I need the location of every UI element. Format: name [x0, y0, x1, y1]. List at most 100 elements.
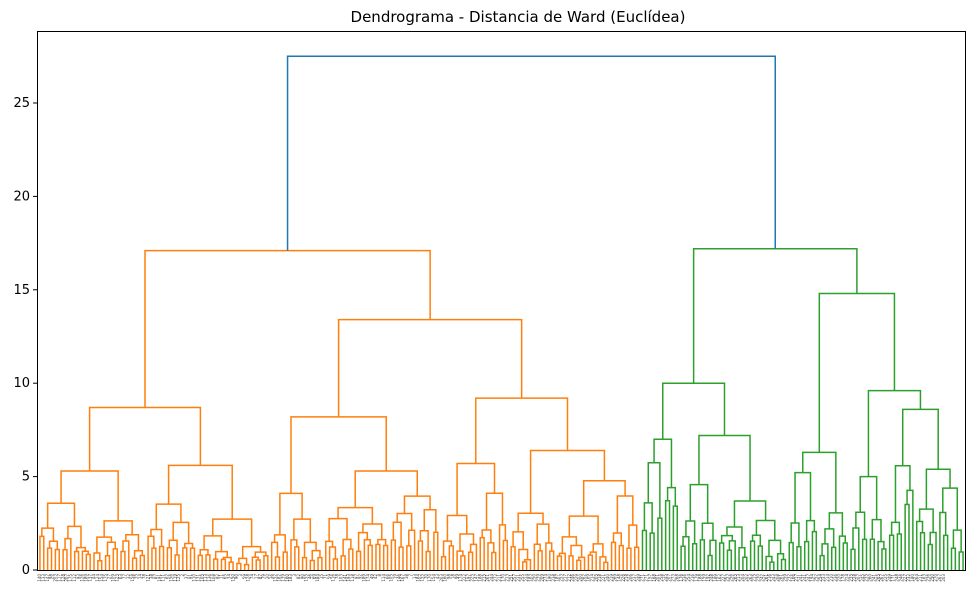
leaf-label: 128	[60, 574, 65, 582]
dendrogram-link	[952, 529, 962, 553]
leaf-label: 159	[701, 574, 706, 582]
dendrogram-link	[139, 554, 145, 570]
leaf-label: 160	[284, 574, 289, 582]
dendrogram-link	[469, 543, 478, 570]
dendrogram-link	[599, 556, 607, 570]
dendrogram-link	[521, 561, 528, 570]
leaf-label: 215	[481, 574, 486, 582]
dendrogram-link	[96, 536, 113, 553]
leaf-label: 187	[555, 574, 560, 582]
leaf-label: 126	[80, 574, 85, 582]
dendrogram-link	[802, 451, 837, 513]
dendrogram-link	[512, 531, 524, 550]
dendrogram-link	[485, 492, 504, 530]
leaf-label: 214	[589, 574, 594, 582]
dendrogram-link	[155, 503, 182, 530]
dendrogram-link	[419, 530, 429, 552]
dendrogram-link	[60, 470, 119, 521]
dendrogram-link	[811, 530, 818, 570]
leaf-label: 169	[586, 574, 591, 582]
dendrogram-link	[442, 540, 453, 557]
leaf-label: 241	[871, 574, 876, 582]
leaf-label: 260	[868, 574, 873, 582]
dendrogram-link	[328, 517, 348, 542]
dendrogram-link	[46, 502, 76, 529]
leaf-label: 272	[493, 574, 498, 582]
dendrogram-link	[220, 558, 227, 570]
leaf-label: 208	[775, 574, 780, 582]
dendrogram-link	[460, 555, 466, 570]
dendrogram-link	[649, 532, 655, 570]
leaf-label: 66	[385, 574, 390, 580]
dendrogram-link	[692, 247, 858, 384]
dendrogram-link	[726, 549, 733, 570]
dendrogram-link	[354, 470, 418, 508]
leaf-label: 244	[489, 574, 494, 582]
leaf-label: 49	[369, 574, 374, 580]
leaf-label: 236	[926, 574, 931, 582]
leaf-label: 255	[520, 574, 525, 582]
leaf-label: 175	[68, 574, 73, 582]
leaf-label: 197	[466, 574, 471, 582]
dendrogram-link	[942, 487, 959, 531]
leaf-label: 265	[875, 574, 880, 582]
y-tick-label: 20	[13, 189, 30, 204]
dendrogram-link	[88, 406, 202, 471]
leaf-label: 261	[763, 574, 768, 582]
leaf-label: 19	[392, 574, 397, 580]
leaf-label: 160	[443, 574, 448, 582]
leaf-label: 271	[644, 574, 649, 582]
dendrogram-link	[738, 547, 746, 570]
leaf-label: 261	[485, 574, 490, 582]
dendrogram-link	[293, 518, 312, 543]
dendrogram-link	[757, 545, 763, 570]
dendrogram-link	[290, 416, 387, 494]
leaf-label: 136	[207, 574, 212, 582]
dendrogram-link	[950, 547, 957, 570]
leaf-label: 191	[157, 574, 162, 582]
leaf-label: 113	[203, 574, 208, 582]
dendrogram-link	[794, 471, 812, 524]
dendrogram-link	[467, 551, 474, 570]
leaf-label: 225	[470, 574, 475, 582]
leaf-label: 243	[771, 574, 776, 582]
leaf-label: 87	[257, 574, 262, 580]
dendrogram-link	[558, 552, 566, 570]
dendrogram-link	[309, 559, 315, 570]
dendrogram-link	[790, 522, 800, 547]
leaf-label: 251	[508, 574, 513, 582]
dendrogram-link	[529, 449, 606, 514]
dendrogram-link	[67, 525, 82, 548]
leaf-label: 202	[744, 574, 749, 582]
leaf-label: 203	[941, 574, 946, 582]
leaf-label: 258	[659, 574, 664, 582]
leaf-label: 267	[879, 574, 884, 582]
leaf-label: 227	[721, 574, 726, 582]
dendrogram-link	[720, 534, 734, 543]
dendrogram-link	[406, 545, 412, 570]
leaf-label: 207	[667, 574, 672, 582]
leaf-label: 235	[864, 574, 869, 582]
dendrogram-link	[510, 545, 516, 570]
leaf-label: 221	[601, 574, 606, 582]
leaf-label: 183	[288, 574, 293, 582]
dendrogram-link	[861, 538, 868, 570]
dendrogram-link	[689, 483, 709, 524]
dendrogram-link	[906, 489, 914, 570]
dendrogram-link	[592, 543, 604, 557]
dendrogram-link	[39, 535, 45, 570]
y-tick-label: 25	[13, 96, 30, 111]
leaf-label: 59	[327, 574, 332, 580]
leaf-label: 273	[671, 574, 676, 582]
leaf-label: 158	[130, 574, 135, 582]
leaf-label: 20	[265, 574, 270, 580]
dendrogram-link	[919, 532, 926, 570]
leaf-label: 59	[242, 574, 247, 580]
leaf-label: 200	[578, 574, 583, 582]
leaf-label: 69	[311, 574, 316, 580]
leaf-label: 43	[435, 574, 440, 580]
dendrogram-link	[337, 318, 523, 417]
leaf-label: 189	[713, 574, 718, 582]
dendrogram-link	[796, 545, 802, 570]
leaf-label: 103	[338, 574, 343, 582]
